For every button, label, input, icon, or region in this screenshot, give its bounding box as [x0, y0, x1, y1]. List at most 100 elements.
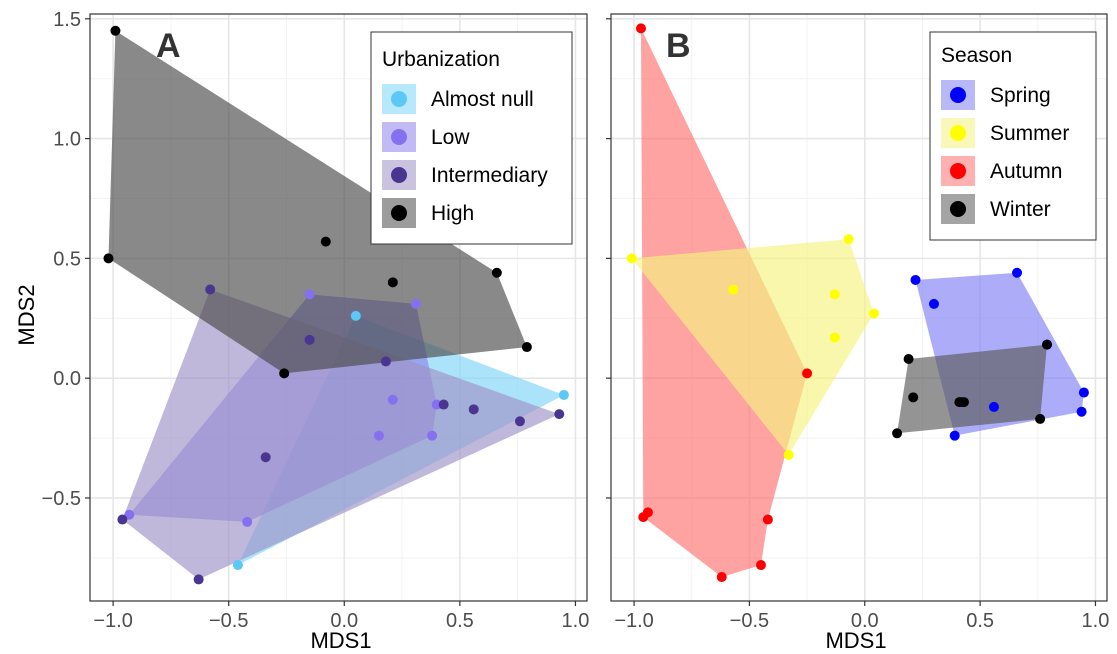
- legend-label-autumn: Autumn: [990, 160, 1062, 183]
- legend-label-summer: Summer: [990, 122, 1069, 145]
- panel-a-point-intermediary: [438, 399, 449, 410]
- panel-a-point-intermediary: [193, 574, 204, 585]
- panel-b-x-tick-label: −1.0: [614, 610, 653, 632]
- panel-a-point-low: [427, 430, 438, 441]
- panel-a-x-tick-label: 0.0: [330, 610, 358, 632]
- legend-dot-low: [391, 129, 407, 145]
- panel-b-point-summer: [829, 332, 840, 343]
- legend-label-spring: Spring: [990, 84, 1051, 107]
- panel-b-hull-summer: [631, 239, 874, 455]
- panel-b-point-spring: [949, 430, 960, 441]
- panel-a-point-intermediary: [380, 356, 391, 367]
- panel-b-point-summer: [783, 449, 794, 460]
- legend-dot-autumn: [950, 163, 966, 179]
- panel-b-border: [610, 13, 1108, 602]
- panel-a-y-tick-label: −0.5: [42, 488, 81, 510]
- panel-b-point-autumn: [755, 560, 766, 571]
- panel-b-point-spring: [1076, 406, 1087, 417]
- panel-a-point-low: [304, 289, 315, 300]
- panel-a-y-tick-label: 1.0: [53, 129, 81, 151]
- panel-a-hull-intermediary: [122, 289, 560, 580]
- legend-label-high: High: [431, 202, 474, 225]
- panel-b-point-autumn: [716, 572, 727, 583]
- panel-a-point-intermediary: [554, 409, 565, 420]
- panel-b-point-summer: [728, 284, 739, 295]
- panel-b-point-summer: [626, 253, 637, 264]
- panel-a-point-intermediary: [260, 452, 271, 463]
- panel-b-point-autumn: [642, 507, 653, 518]
- panel-b-point-summer: [843, 234, 854, 245]
- legend-urbanization-title: Urbanization: [382, 48, 500, 71]
- panel-b-point-summer: [829, 289, 840, 300]
- panel-a-point-almost-null: [232, 560, 243, 571]
- panel-b-point-spring: [1012, 267, 1023, 278]
- legend-season-title: Season: [941, 44, 1012, 67]
- panel-a-y-tick-label: 0.5: [53, 248, 81, 270]
- panel-a-point-high: [320, 236, 331, 247]
- legend-label-winter: Winter: [990, 198, 1051, 221]
- panel-a-x-axis-title: MDS1: [310, 628, 371, 653]
- panel-b-point-winter: [908, 392, 919, 403]
- panel-b-point-spring: [928, 298, 939, 309]
- panel-b-x-tick-label: 1.0: [1082, 610, 1110, 632]
- panel-b-point-winter: [1035, 413, 1046, 424]
- panel-a-point-high: [279, 368, 290, 379]
- panel-a-y-axis-title: MDS2: [14, 284, 39, 345]
- panel-a-y-tick-label: 0.0: [53, 368, 81, 390]
- panel-b-tag: B: [666, 27, 691, 65]
- legend-label-low: Low: [431, 126, 470, 149]
- panel-b-point-autumn: [802, 368, 813, 379]
- panel-a-y-tick-label: 1.5: [53, 9, 81, 31]
- legend-dot-almost-null: [391, 91, 407, 107]
- panel-a-point-low: [410, 298, 421, 309]
- legend-season: Season Spring Summer Autumn Winter: [929, 31, 1097, 241]
- panel-a-point-high: [491, 267, 502, 278]
- panel-b-point-winter: [1042, 339, 1053, 350]
- panel-a-x-tick-label: 0.5: [446, 610, 474, 632]
- panel-b-point-winter: [903, 354, 914, 365]
- panel-b-point-winter: [892, 428, 903, 439]
- panel-b-x-tick-label: −0.5: [730, 610, 769, 632]
- panel-b-point-winter: [958, 397, 969, 408]
- panel-b: −1.0 −0.5 0.0 0.5 1.0: [606, 13, 1110, 632]
- panel-a-x-tick-label: 1.0: [562, 610, 590, 632]
- legend-dot-summer: [950, 125, 966, 141]
- panel-a-point-low: [431, 399, 442, 410]
- panel-a-point-high: [103, 253, 114, 264]
- panel-a-point-intermediary: [468, 404, 479, 415]
- panel-a-point-low: [373, 430, 384, 441]
- legend-dot-spring: [950, 87, 966, 103]
- legend-label-intermediary: Intermediary: [431, 164, 548, 187]
- panel-a-tag: A: [156, 27, 181, 65]
- panel-a-point-almost-null: [350, 310, 361, 321]
- panel-b-point-spring: [988, 401, 999, 412]
- legend-dot-intermediary: [391, 167, 407, 183]
- legend-label-almost-null: Almost null: [431, 88, 534, 111]
- panel-b-point-spring: [1078, 387, 1089, 398]
- panel-b-point-autumn: [635, 23, 646, 34]
- panel-b-x-axis-title: MDS1: [825, 628, 886, 653]
- panel-a-point-intermediary: [304, 334, 315, 345]
- panel-b-x-tick-label: 0.5: [966, 610, 994, 632]
- panel-a-point-almost-null: [558, 389, 569, 400]
- panel-b-point-autumn: [762, 514, 773, 525]
- panel-a-point-low: [242, 516, 253, 527]
- panel-a-x-tick-label: −0.5: [209, 610, 248, 632]
- panel-a-border: [89, 13, 588, 602]
- legend-dot-high: [391, 205, 407, 221]
- panel-a-point-intermediary: [117, 514, 128, 525]
- panel-a-x-tick-label: −1.0: [93, 610, 132, 632]
- panel-a-point-high: [110, 25, 121, 36]
- panel-a-point-intermediary: [514, 416, 525, 427]
- panel-a-point-intermediary: [205, 284, 216, 295]
- legend-urbanization: Urbanization Almost null Low Intermediar…: [370, 31, 573, 245]
- legend-dot-winter: [950, 201, 966, 217]
- panel-a-point-high: [387, 277, 398, 288]
- panel-b-point-spring: [910, 274, 921, 285]
- panel-b-x-tick-label: 0.0: [851, 610, 879, 632]
- panel-b-hull-winter: [897, 344, 1048, 434]
- panel-a-point-high: [521, 342, 532, 353]
- panel-a-point-low: [387, 394, 398, 405]
- panel-b-point-summer: [868, 308, 879, 319]
